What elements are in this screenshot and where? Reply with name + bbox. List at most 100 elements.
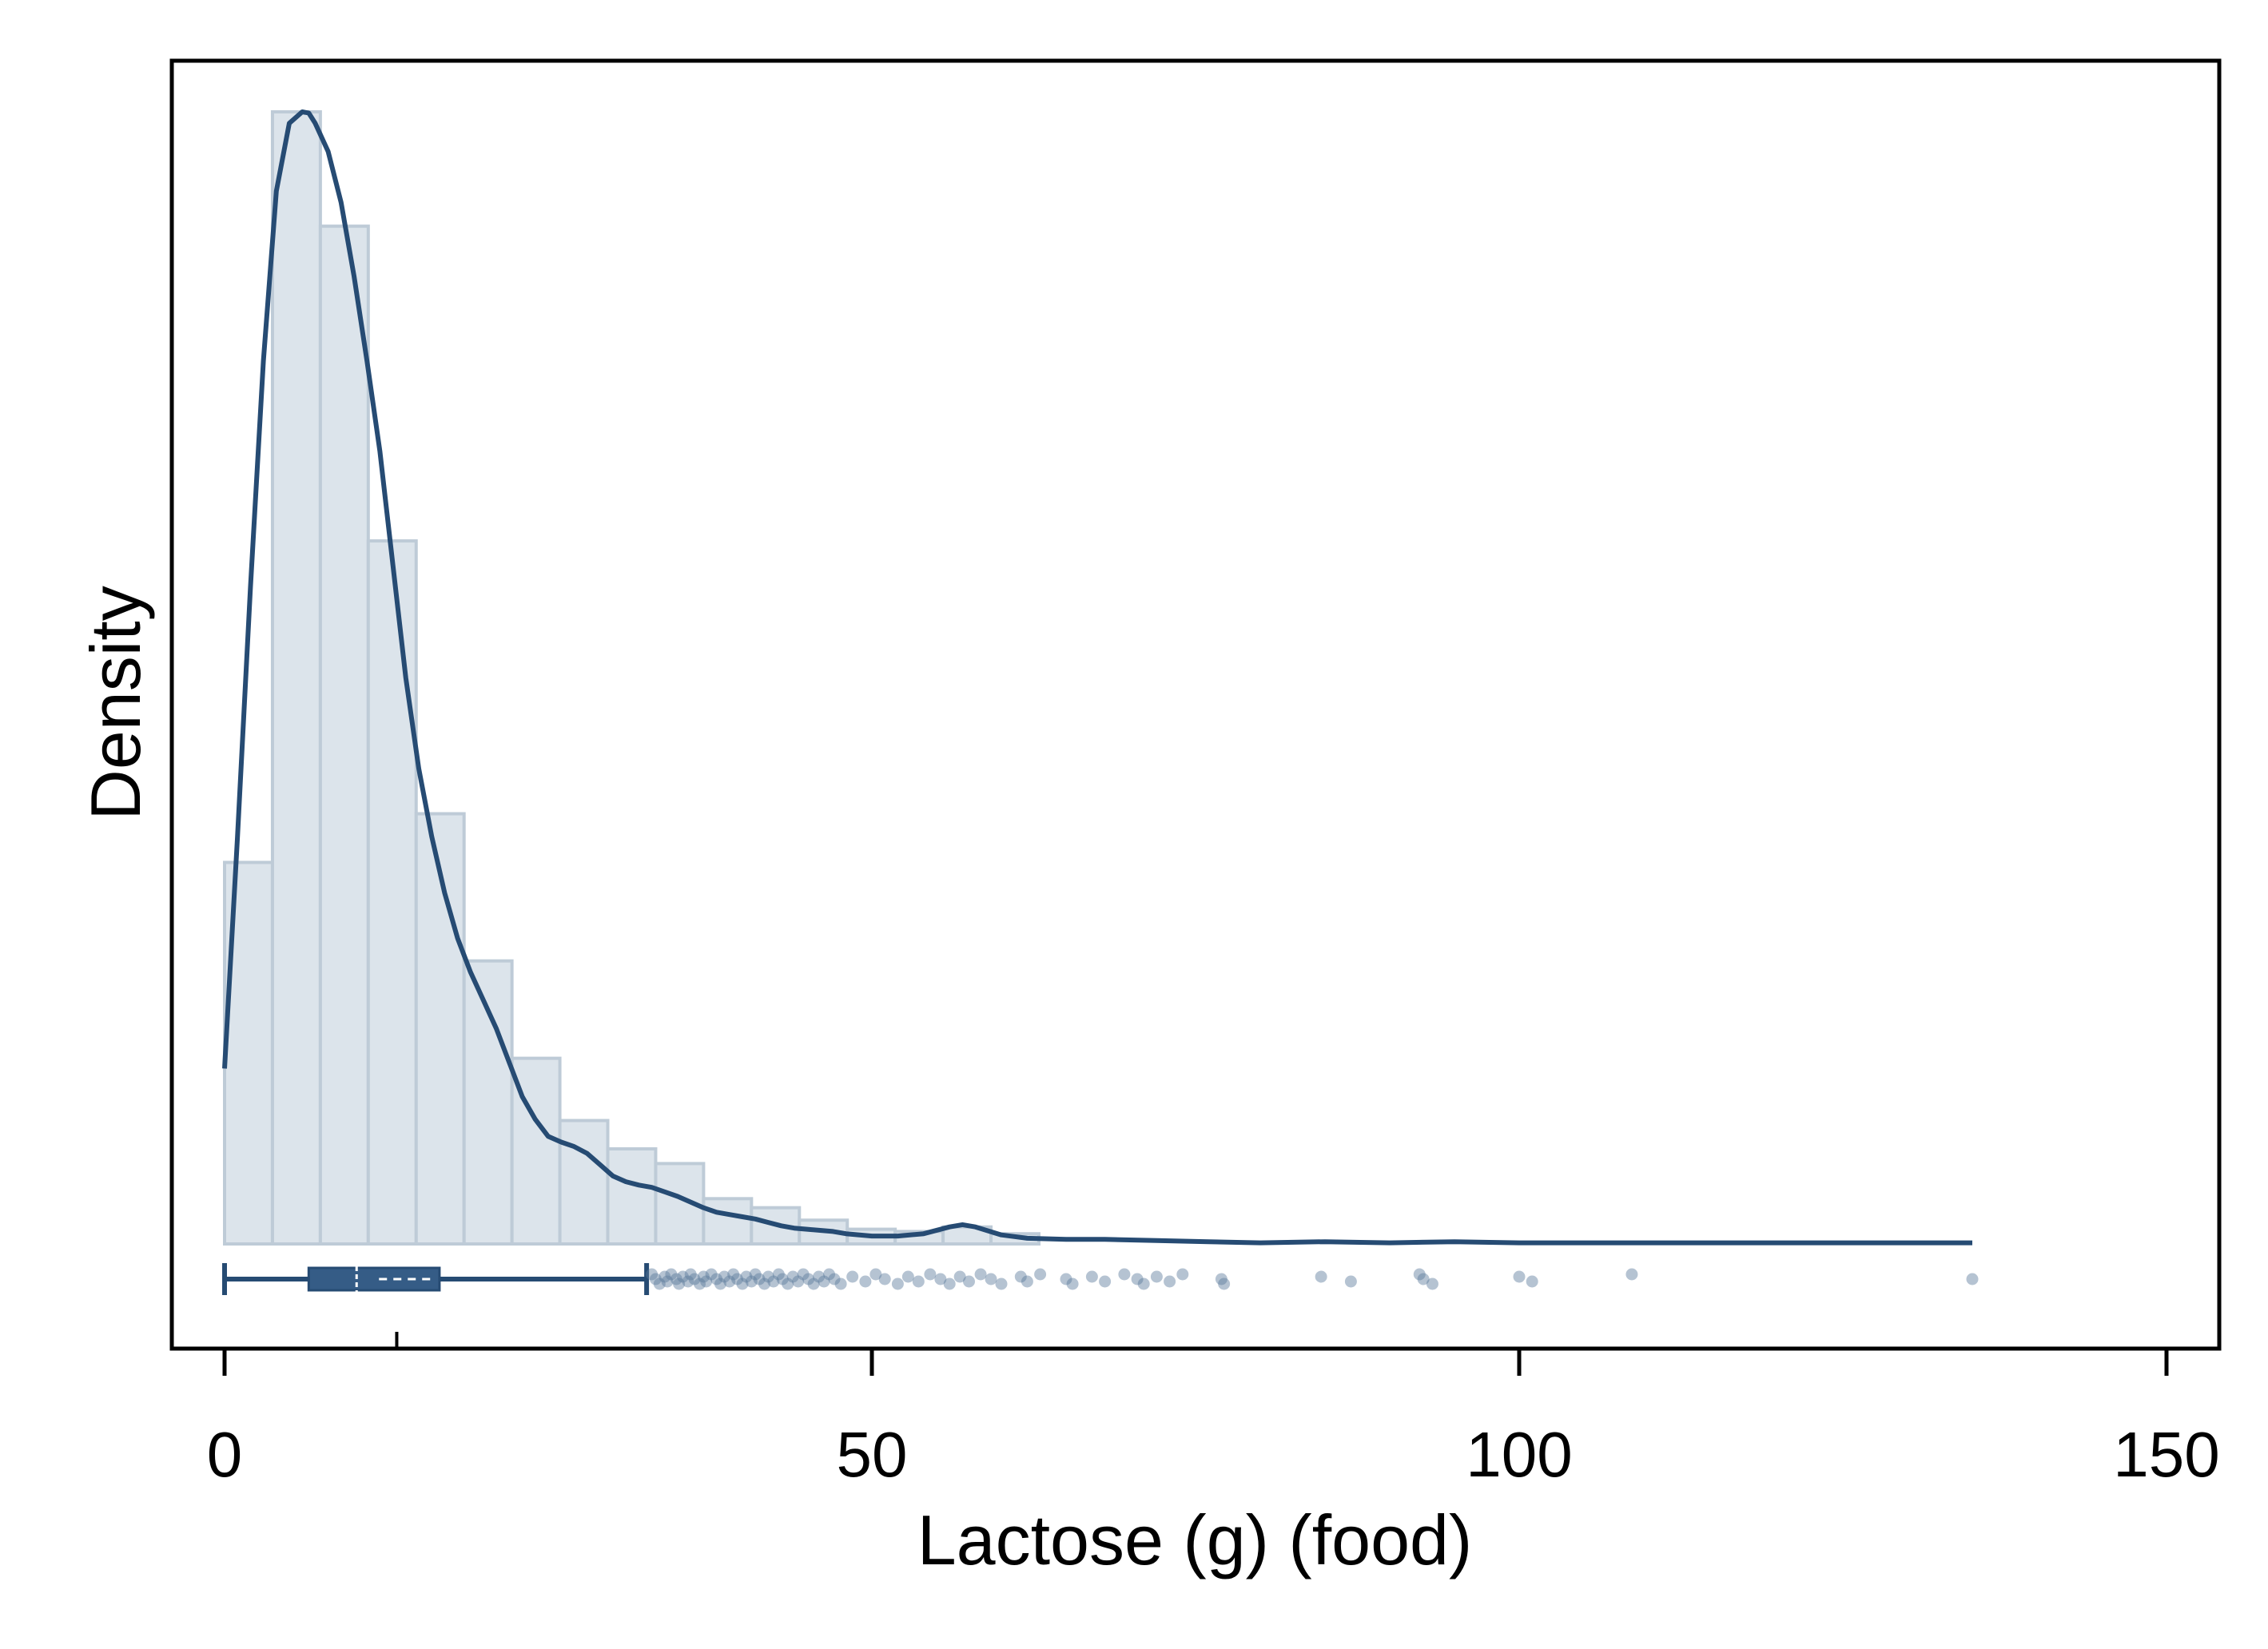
histogram-bar (606, 1146, 658, 1246)
histogram-bar (366, 539, 418, 1246)
outlier-point (953, 1270, 966, 1283)
outlier-point (1513, 1270, 1526, 1283)
outlier-point (1085, 1270, 1098, 1283)
outlier-point (1526, 1275, 1538, 1288)
outlier-point (1131, 1273, 1144, 1285)
outlier-point (934, 1273, 947, 1285)
histogram-bar (558, 1119, 610, 1246)
outlier-point (1060, 1273, 1072, 1285)
outlier-point (859, 1275, 872, 1288)
histogram-bar (702, 1197, 754, 1246)
outlier-point (834, 1277, 847, 1290)
outlier-point (1966, 1273, 1979, 1285)
outlier-point (912, 1275, 925, 1288)
outlier-point (772, 1268, 785, 1281)
outlier-point (727, 1268, 740, 1281)
x-tick-label: 50 (837, 1419, 908, 1490)
outlier-point (723, 1275, 736, 1288)
outlier-point (673, 1277, 686, 1290)
outlier-point (1014, 1270, 1027, 1283)
outlier-point (1426, 1277, 1438, 1290)
outlier-point (700, 1275, 713, 1288)
outlier-point (710, 1273, 723, 1285)
outlier-point (963, 1275, 975, 1288)
outlier-point (1625, 1268, 1638, 1281)
outlier-point (705, 1268, 718, 1281)
outlier-point (714, 1277, 726, 1290)
box-plot (222, 1263, 650, 1295)
outlier-point (1315, 1270, 1327, 1283)
outlier-point (694, 1277, 706, 1290)
outlier-point (762, 1270, 774, 1283)
outlier-point (974, 1268, 987, 1281)
histogram-bars (223, 110, 1040, 1246)
outlier-point (731, 1273, 744, 1285)
outlier-point (823, 1268, 836, 1281)
outlier-point (1118, 1268, 1131, 1281)
interquartile-box (307, 1266, 441, 1292)
outlier-point (818, 1275, 830, 1288)
outlier-point (736, 1277, 749, 1290)
density-curve (222, 109, 1972, 1246)
outlier-point (1137, 1277, 1150, 1290)
outlier-point (646, 1268, 659, 1281)
outlier-point (758, 1277, 771, 1290)
outlier-point (869, 1268, 882, 1281)
x-tick-label: 0 (207, 1419, 243, 1490)
outlier-point (776, 1273, 789, 1285)
outlier-point (1417, 1273, 1430, 1285)
outlier-point (807, 1277, 820, 1290)
outlier-point (802, 1273, 815, 1285)
outlier-point (1218, 1277, 1231, 1290)
outlier-point (740, 1270, 753, 1283)
outlier-point (682, 1275, 694, 1288)
outlier-point (782, 1277, 794, 1290)
histogram-bar (414, 812, 466, 1246)
x-axis-title: Lactose (g) (food) (917, 1500, 1473, 1579)
histogram-bar (462, 959, 514, 1246)
outlier-point (1099, 1275, 1112, 1288)
outlier-point (985, 1273, 997, 1285)
plot-frame (169, 58, 2222, 1351)
y-axis-title: Density (76, 586, 155, 820)
outlier-point (653, 1277, 666, 1290)
outlier-point (891, 1277, 904, 1290)
outlier-point (676, 1270, 689, 1283)
outlier-point (792, 1275, 805, 1288)
outlier-point (797, 1268, 810, 1281)
outlier-point (1413, 1268, 1426, 1281)
outlier-point (1021, 1275, 1033, 1288)
outlier-point (661, 1275, 674, 1288)
outlier-point (718, 1270, 730, 1283)
outlier-point (924, 1268, 937, 1281)
outlier-point (878, 1273, 891, 1285)
outlier-point (649, 1273, 662, 1285)
outlier-point (767, 1275, 780, 1288)
histogram-bar (270, 110, 322, 1246)
outlier-point (753, 1273, 766, 1285)
outlier-point (1034, 1268, 1047, 1281)
outlier-point (1176, 1268, 1189, 1281)
outlier-point (995, 1277, 1008, 1290)
outlier-point (670, 1273, 682, 1285)
x-tick-label: 150 (2113, 1419, 2219, 1490)
outlier-point (1215, 1273, 1228, 1285)
outlier-point (665, 1268, 678, 1281)
outlier-point (786, 1270, 799, 1283)
outlier-point (1164, 1275, 1176, 1288)
outlier-point (828, 1273, 841, 1285)
outlier-point (688, 1273, 701, 1285)
outlier-point (659, 1270, 671, 1283)
outlier-point (943, 1277, 956, 1290)
outlier-point (684, 1268, 697, 1281)
x-tick-label: 100 (1466, 1419, 1572, 1490)
histogram-bar (318, 225, 370, 1246)
x-axis: 0 50 100 150 (207, 1332, 2220, 1490)
outlier-point (813, 1270, 826, 1283)
outlier-point (846, 1270, 859, 1283)
outlier-point (901, 1270, 914, 1283)
outlier-point (697, 1270, 710, 1283)
outlier-point (745, 1275, 758, 1288)
outlier-point (1150, 1270, 1163, 1283)
